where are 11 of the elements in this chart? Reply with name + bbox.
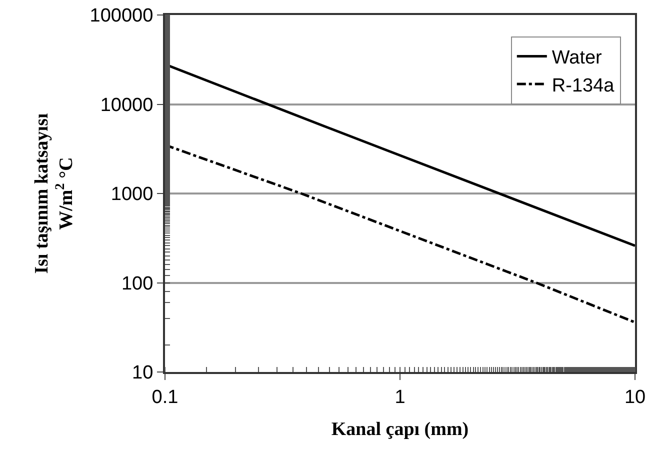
x-tick-label: 10: [624, 386, 646, 408]
y-tick-label: 10000: [100, 94, 154, 116]
x-tick-label: 1: [394, 386, 406, 408]
legend-label: R-134a: [552, 75, 615, 96]
y-tick-label: 100000: [90, 6, 154, 27]
x-tick-label: 0.1: [152, 386, 178, 408]
y-tick-label: 10: [132, 362, 154, 384]
x-axis-title: Kanal çapı (mm): [331, 419, 469, 440]
y-tick-label: 100: [121, 273, 154, 294]
y-tick-label: 1000: [110, 184, 154, 206]
legend-label: Water: [552, 48, 603, 69]
